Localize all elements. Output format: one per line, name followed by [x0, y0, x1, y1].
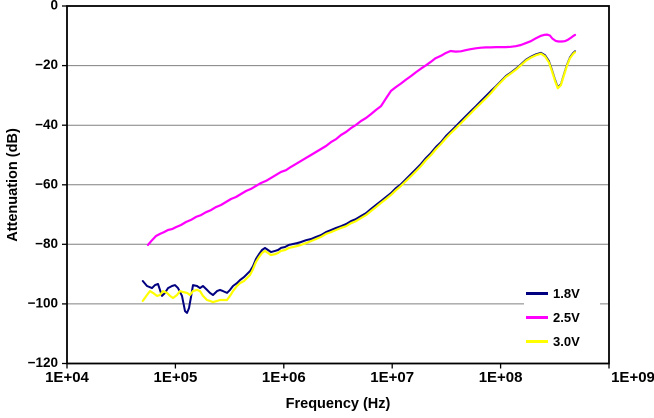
- legend-item-3.0V: 3.0V: [524, 329, 600, 353]
- x-tick-label: 1E+09: [611, 369, 654, 386]
- legend-swatch-2.5V: [526, 315, 548, 319]
- legend-swatch-1.8V: [526, 291, 548, 295]
- legend-label: 3.0V: [553, 333, 580, 349]
- y-tick-label: −100: [28, 295, 58, 310]
- x-axis-title: Frequency (Hz): [285, 396, 391, 412]
- y-axis-title: Attenuation (dB): [5, 128, 21, 242]
- series-line-1.8V: [141, 50, 576, 314]
- legend-label: 2.5V: [553, 309, 580, 325]
- series-line-2.5V: [146, 33, 577, 246]
- legend-label: 1.8V: [553, 285, 580, 301]
- y-tick-label: 0: [50, 0, 58, 13]
- y-tick-label: −60: [35, 176, 58, 191]
- y-tick-label: −120: [28, 355, 58, 370]
- series-line-3.0V: [141, 51, 577, 304]
- legend-swatch-3.0V: [526, 339, 548, 343]
- x-tick-label: 1E+05: [154, 369, 198, 386]
- legend-item-1.8V: 1.8V: [524, 281, 600, 305]
- legend-item-2.5V: 2.5V: [524, 305, 600, 329]
- y-tick-label: −40: [35, 117, 58, 132]
- x-tick-label: 1E+08: [479, 369, 523, 386]
- x-tick-label: 1E+04: [45, 369, 89, 386]
- y-tick-label: −80: [35, 236, 58, 251]
- x-tick-label: 1E+07: [370, 369, 414, 386]
- y-tick-label: −20: [35, 57, 58, 72]
- legend: 1.8V 2.5V 3.0V: [524, 281, 600, 353]
- x-tick-label: 1E+06: [262, 369, 306, 386]
